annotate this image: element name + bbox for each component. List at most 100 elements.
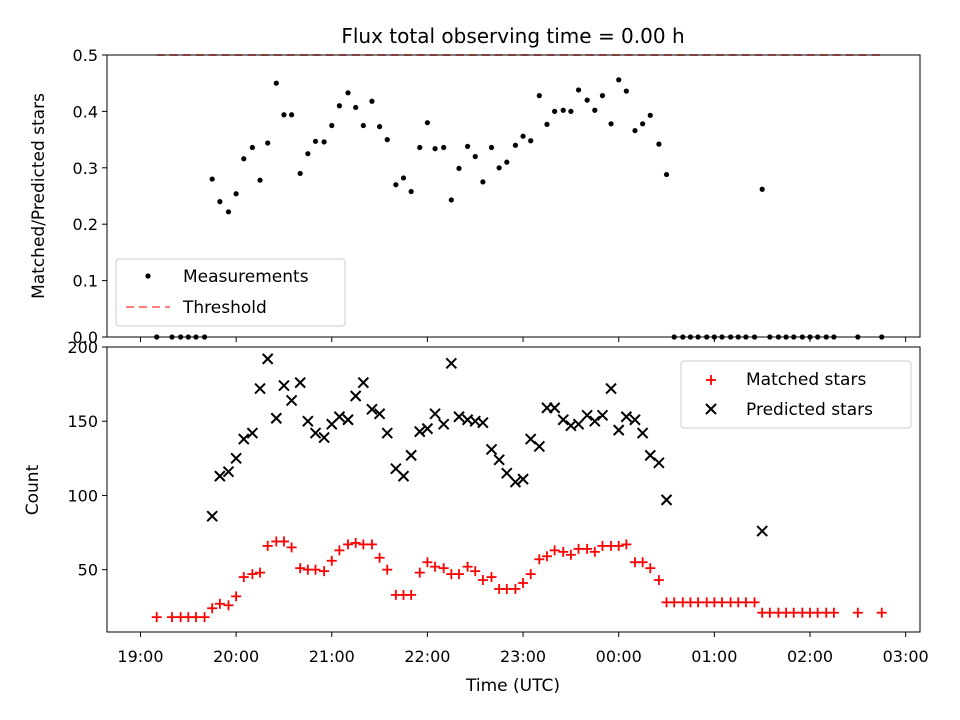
matched-star-point [231, 591, 242, 602]
measurement-point [560, 107, 566, 113]
legend-measurement-marker [145, 273, 151, 279]
measurement-point [209, 176, 215, 182]
matched-star-point [669, 597, 680, 608]
y-tick-label: 0.0 [73, 328, 98, 347]
legend-label: Measurements [183, 267, 309, 287]
measurement-point [504, 159, 510, 165]
predicted-star-point [629, 414, 641, 426]
measurement-point [281, 112, 287, 118]
measurement-point [759, 186, 765, 192]
predicted-star-point [309, 427, 322, 439]
legend-box [115, 258, 346, 327]
matched-star-point [358, 539, 369, 550]
measurement-point [376, 124, 383, 130]
x-stroke [373, 408, 386, 420]
bottom-legend: Matched stars Predicted stars [680, 360, 912, 429]
measurement-point [297, 170, 303, 177]
predicted-star-point [485, 443, 498, 456]
matched-star-point [876, 607, 887, 618]
measurement-point [249, 144, 255, 151]
predicted-star-point [653, 457, 665, 469]
matched-star-point [549, 545, 560, 556]
predicted-star-point [453, 411, 465, 423]
x-stroke [214, 470, 226, 482]
measurement-point [575, 87, 582, 93]
x-tick-label: 21:00 [309, 647, 355, 666]
y-tick-label: 150 [67, 412, 98, 431]
predicted-star-point [533, 440, 546, 453]
measurement-point [288, 112, 295, 118]
predicted-star-point [342, 414, 354, 426]
top-x-ticks [139, 337, 907, 342]
x-stroke [342, 414, 354, 426]
measurement-point [417, 144, 423, 151]
matched-star-point [740, 597, 751, 608]
x-stroke [206, 510, 218, 522]
x-stroke [357, 376, 370, 389]
predicted-star-point [333, 411, 346, 423]
predicted-star-point [373, 408, 386, 420]
measurement-point [329, 122, 335, 129]
matched-star-point [534, 554, 545, 565]
measurement-point [217, 199, 223, 205]
measurement-point [592, 107, 598, 113]
matched-star-point [207, 603, 218, 614]
measurement-point [312, 138, 319, 144]
top-panel: 0.0 0.1 0.2 0.3 0.4 0.5 Matched/Predicted sta… [29, 46, 921, 347]
x-stroke [705, 403, 717, 415]
predicted-star-point [349, 390, 362, 402]
matched-star-point [414, 567, 425, 578]
top-axes-frame [106, 54, 921, 338]
matched-star-point [438, 563, 449, 574]
measurement-point [647, 112, 653, 118]
measurement-point [353, 104, 359, 111]
matched-star-point [852, 607, 863, 618]
measurement-point [233, 191, 239, 197]
x-tick-label: 23:00 [500, 647, 546, 666]
x-stroke [294, 376, 306, 389]
matched-star-point [334, 545, 345, 556]
measurement-point [384, 137, 390, 143]
measurement-point [464, 143, 471, 149]
matched-star-point [764, 607, 775, 618]
x-tick-label: 03:00 [883, 647, 929, 666]
x-stroke [230, 452, 242, 465]
predicted-star-point [318, 431, 330, 444]
predicted-star-point [501, 467, 513, 479]
x-stroke [261, 353, 274, 365]
y-tick-label: 0.5 [73, 46, 98, 65]
predicted-star-point [254, 382, 266, 395]
measurement-point [345, 90, 351, 96]
y-tick-label: 0.4 [73, 102, 98, 121]
x-tick-label: 00:00 [596, 647, 642, 666]
measurement-point [360, 122, 366, 129]
predicted-star-point [230, 452, 242, 465]
matched-star-point [310, 564, 321, 575]
predicted-star-point [214, 470, 226, 482]
matched-star-point [151, 612, 162, 623]
x-stroke [525, 433, 537, 445]
matched-star-point [589, 546, 600, 557]
y-tick-label: 0.1 [73, 272, 98, 291]
measurement-point [656, 141, 662, 147]
predicted-star-point [605, 382, 617, 395]
matched-star-point [541, 551, 552, 562]
x-stroke [605, 382, 617, 395]
x-stroke [453, 411, 465, 423]
x-stroke [278, 379, 290, 392]
measurement-point [623, 88, 629, 94]
bottom-marks [151, 353, 887, 623]
predicted-star-point [557, 414, 569, 426]
bottom-x-ticks: 19:00 20:00 21:00 22:00 23:00 00:00 01:00 02:00… [117, 632, 929, 666]
bottom-axes-frame [106, 346, 921, 633]
predicted-star-point [517, 473, 529, 485]
x-tick-label: 20:00 [213, 647, 259, 666]
predicted-star-point [405, 449, 417, 462]
matched-star-point [621, 539, 632, 550]
matched-star-point [350, 537, 361, 548]
predicted-star-point [572, 418, 585, 430]
predicted-star-point [278, 379, 290, 392]
matched-star-point [214, 598, 225, 609]
x-stroke [429, 408, 441, 420]
x-stroke [366, 403, 378, 416]
